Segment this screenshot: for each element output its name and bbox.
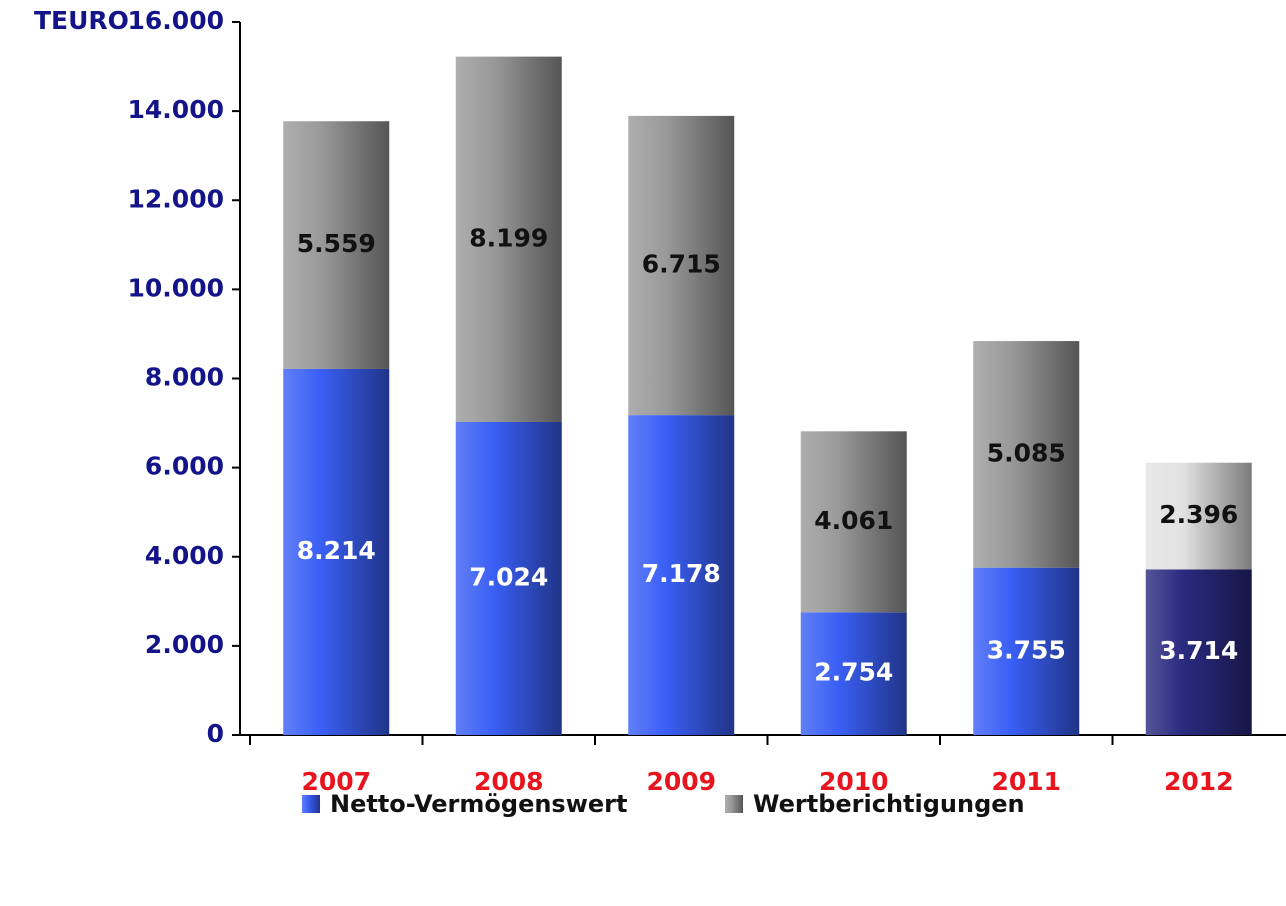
value-label: 5.085 bbox=[987, 438, 1066, 467]
x-tick-label: 2009 bbox=[646, 767, 716, 796]
legend-label: Netto-Vermögenswert bbox=[330, 790, 627, 818]
value-label: 3.755 bbox=[987, 635, 1066, 664]
y-tick-label: 12.000 bbox=[128, 184, 224, 213]
value-label: 4.061 bbox=[814, 506, 893, 535]
bar-segment bbox=[283, 368, 390, 735]
y-tick-label: 0 bbox=[207, 719, 224, 748]
value-label: 5.559 bbox=[297, 229, 376, 258]
value-label: 2.754 bbox=[814, 658, 893, 687]
legend-swatch bbox=[725, 795, 743, 813]
bar-segment bbox=[800, 431, 907, 613]
bar-segment bbox=[973, 567, 1080, 735]
value-label: 7.178 bbox=[642, 559, 721, 588]
value-label: 8.214 bbox=[297, 536, 376, 565]
value-label: 2.396 bbox=[1159, 500, 1238, 529]
bar-segment bbox=[800, 612, 907, 735]
bar-segment bbox=[283, 121, 390, 369]
value-label: 3.714 bbox=[1159, 636, 1238, 665]
value-label: 7.024 bbox=[469, 562, 548, 591]
y-tick-label: 8.000 bbox=[145, 363, 224, 392]
y-axis-label: TEURO bbox=[34, 6, 129, 35]
y-tick-label: 2.000 bbox=[145, 630, 224, 659]
bar-segment bbox=[1145, 569, 1252, 735]
x-tick-label: 2012 bbox=[1164, 767, 1234, 796]
bar-segment bbox=[628, 415, 735, 735]
value-label: 8.199 bbox=[469, 223, 548, 252]
y-tick-label: 10.000 bbox=[128, 273, 224, 302]
legend-swatch bbox=[302, 795, 320, 813]
y-tick-label: 4.000 bbox=[145, 541, 224, 570]
legend-label: Wertberichtigungen bbox=[753, 790, 1025, 818]
bar-segment bbox=[1145, 462, 1252, 570]
y-tick-label: 16.000 bbox=[128, 6, 224, 35]
x-tick-label: 2008 bbox=[474, 767, 544, 796]
bar-segment bbox=[455, 421, 562, 735]
bar-segment bbox=[628, 115, 735, 416]
y-tick-label: 6.000 bbox=[145, 452, 224, 481]
x-tick-label: 2010 bbox=[819, 767, 889, 796]
x-tick-label: 2007 bbox=[301, 767, 371, 796]
value-label: 6.715 bbox=[642, 250, 721, 279]
bar-segment bbox=[455, 56, 562, 422]
bar-segment bbox=[973, 341, 1080, 568]
y-tick-label: 14.000 bbox=[128, 95, 224, 124]
x-tick-label: 2011 bbox=[991, 767, 1061, 796]
